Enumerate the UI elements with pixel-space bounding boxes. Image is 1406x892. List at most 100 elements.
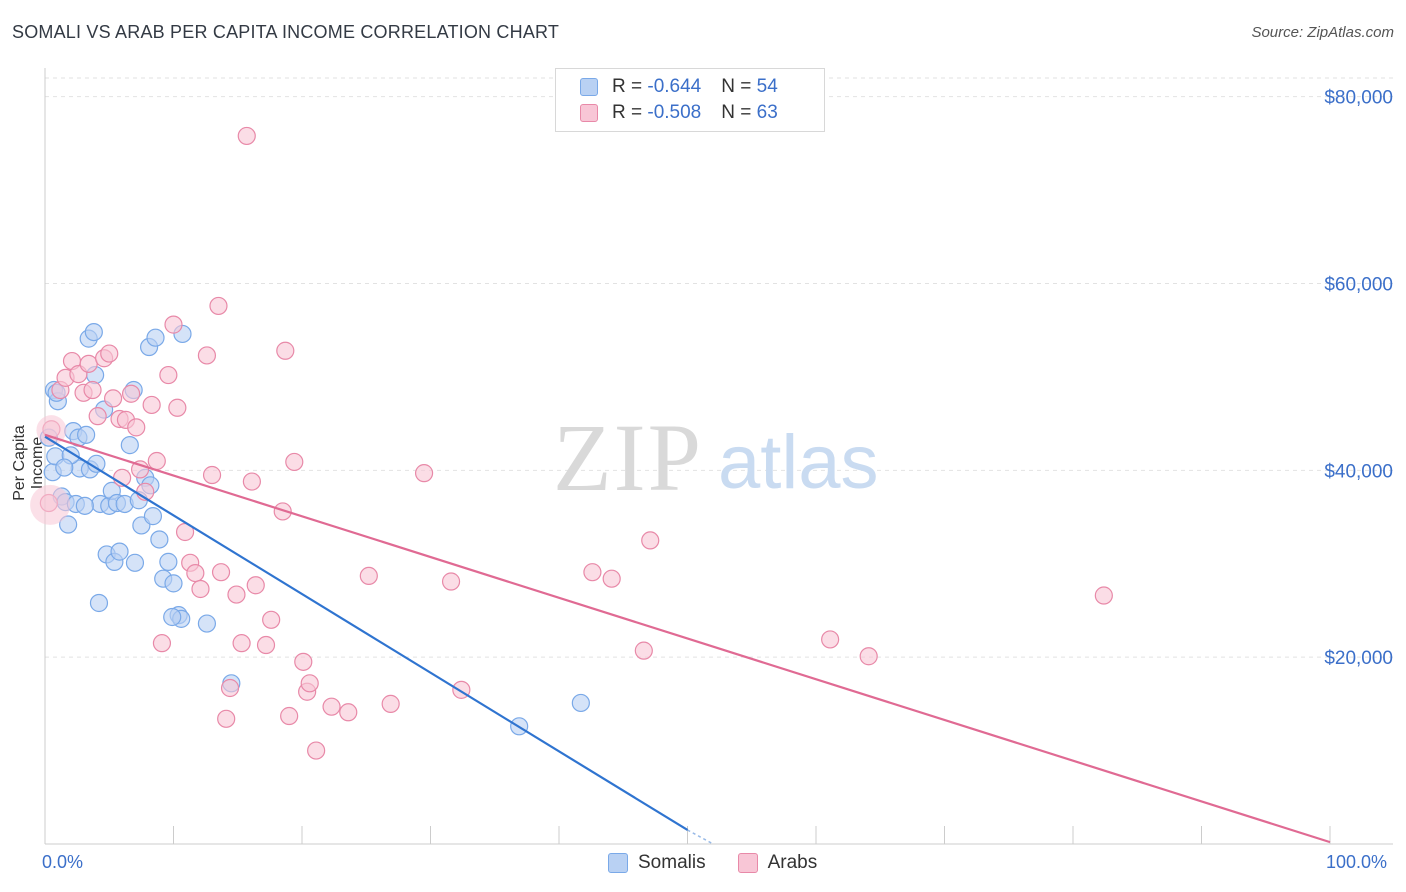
data-point [237, 126, 256, 146]
data-point [634, 641, 653, 660]
y-tick-label: $20,000 [1324, 648, 1393, 669]
data-point [300, 674, 319, 693]
data-point [125, 553, 145, 572]
data-point [110, 542, 129, 561]
data-point [83, 380, 102, 400]
data-point [307, 741, 326, 760]
x-tick-label-min: 0.0% [42, 852, 84, 872]
chart-title: SOMALI VS ARAB PER CAPITA INCOME CORRELA… [12, 22, 560, 42]
data-point [143, 507, 163, 526]
data-point [280, 706, 299, 726]
data-point [217, 709, 236, 728]
data-point [414, 464, 434, 483]
legend-r-value: -0.644 [647, 76, 702, 97]
data-point [641, 531, 660, 550]
legend-n-value: 54 [756, 76, 778, 97]
data-point [142, 395, 161, 415]
data-point [859, 647, 878, 666]
data-point [152, 634, 172, 653]
trend-line-arabs [44, 433, 1331, 844]
axes [44, 68, 1393, 845]
data-point [211, 563, 231, 582]
data-point [339, 703, 358, 722]
data-point [121, 384, 141, 403]
y-tick-labels: $20,000 $40,000 $60,000 $80,000 [1324, 88, 1393, 669]
data-point [164, 315, 183, 334]
data-point [79, 354, 98, 373]
data-point [441, 572, 461, 591]
data-point [821, 630, 840, 649]
legend-swatch-arabs [737, 853, 758, 873]
watermark-zip: ZIP [553, 404, 703, 511]
data-point [256, 635, 276, 655]
data-point-cluster [36, 415, 67, 446]
watermark-atlas: atlas [718, 420, 879, 505]
data-point [164, 574, 183, 593]
data-point [186, 563, 205, 583]
data-point [84, 322, 103, 342]
data-point [262, 610, 281, 629]
legend-label-somalis: Somalis [638, 852, 706, 873]
data-point [322, 697, 341, 716]
grid-lines [45, 77, 1393, 658]
data-point [159, 365, 178, 385]
data-point [359, 566, 378, 586]
data-point [209, 296, 228, 316]
data-point [55, 458, 74, 477]
data-point [246, 576, 265, 595]
legend-swatch-arabs [580, 104, 598, 122]
legend-n-label: N = [721, 102, 757, 123]
data-point [120, 436, 139, 455]
data-point [104, 389, 123, 408]
legend-item-arabs: Arabs [737, 852, 818, 874]
legend-r-label: R = [612, 102, 648, 123]
zipatlas-watermark: ZIP atlas [553, 404, 879, 511]
data-point [163, 607, 182, 627]
legend-row-arabs: R = -0.508 N = 63 [580, 101, 778, 125]
legend-swatch-somalis [608, 853, 628, 873]
legend-r-label: R = [612, 76, 648, 97]
series-somalis [39, 322, 590, 736]
legend-item-somalis: Somalis [608, 852, 706, 874]
data-point [88, 407, 107, 426]
legend-swatch-somalis [580, 78, 598, 96]
data-point [227, 585, 246, 604]
data-point [276, 341, 295, 360]
data-point [146, 328, 165, 347]
data-point [59, 515, 78, 534]
y-tick-label: $40,000 [1324, 461, 1393, 482]
data-point-cluster [30, 484, 71, 525]
trend-line-extension [687, 829, 714, 845]
data-point [602, 569, 621, 588]
legend-n-label: N = [721, 76, 757, 97]
data-point [191, 579, 210, 599]
x-tick-label-max: 100.0% [1326, 852, 1388, 872]
source-note: Source: ZipAtlas.com [1251, 24, 1394, 41]
trend-line-somalis [44, 435, 689, 831]
data-point [77, 425, 96, 444]
data-point [100, 344, 119, 363]
data-point [127, 418, 146, 437]
data-point [197, 346, 217, 365]
data-point [197, 614, 217, 633]
legend-n-value: 63 [756, 102, 778, 123]
data-point [285, 452, 304, 472]
series-arabs [39, 126, 1113, 760]
data-point [1094, 586, 1113, 605]
legend-r-value: -0.508 [647, 102, 702, 123]
data-point [242, 472, 261, 491]
data-point [583, 563, 602, 582]
legend-label-arabs: Arabs [767, 852, 818, 873]
data-point [75, 496, 94, 515]
data-point [89, 593, 109, 613]
trend-lines [44, 433, 1331, 845]
data-point [571, 693, 590, 713]
data-point [130, 460, 150, 479]
data-point [220, 678, 240, 698]
data-point [273, 502, 292, 521]
data-point [381, 694, 400, 713]
data-point [168, 398, 187, 417]
data-point [232, 634, 251, 653]
data-point [202, 465, 222, 485]
